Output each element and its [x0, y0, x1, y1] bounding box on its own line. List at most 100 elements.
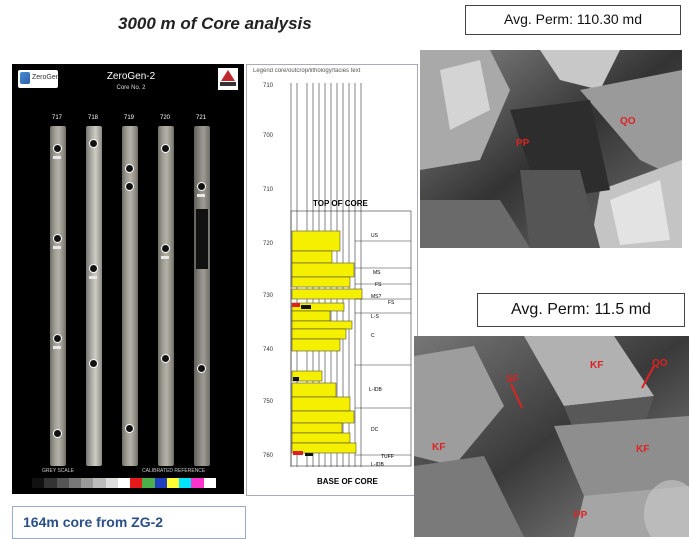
core-plug-hole — [89, 359, 98, 368]
sem-micrograph — [420, 50, 682, 248]
facies-label: US — [371, 233, 378, 239]
color-swatch — [130, 478, 142, 488]
core-plug-hole — [197, 364, 206, 373]
core-column — [50, 126, 66, 466]
sem-image-high-perm: PP QO — [420, 50, 682, 248]
permeability-box-high: Avg. Perm: 110.30 md — [465, 5, 681, 35]
core-box-number: 721 — [192, 115, 210, 121]
core-photo-panel: ZeroGen ZeroGen-2 Core No. 2 717 718 719… — [12, 64, 244, 494]
core-column — [86, 126, 102, 466]
sem-image-low-perm: KF SF QO KF KF PP — [414, 336, 689, 537]
sem-label: KF — [636, 444, 649, 455]
sem-label: QO — [652, 358, 668, 369]
sem-label: KF — [590, 360, 603, 371]
core-plug-hole — [125, 424, 134, 433]
average-permeability-low: Avg. Perm: 11.5 md — [478, 301, 684, 319]
color-swatch — [204, 478, 216, 488]
color-swatch — [142, 478, 154, 488]
color-swatch — [69, 478, 81, 488]
color-swatch — [81, 478, 93, 488]
depth-label: 750 — [263, 399, 273, 405]
facies-label: C — [371, 333, 375, 339]
depth-label: 710 — [263, 187, 273, 193]
average-permeability-high: Avg. Perm: 110.30 md — [466, 11, 680, 27]
depth-label: 720 — [263, 241, 273, 247]
slide-title: 3000 m of Core analysis — [118, 14, 312, 34]
depth-label: 700 — [263, 133, 273, 139]
sem-micrograph — [414, 336, 689, 537]
depth-label: 730 — [263, 293, 273, 299]
facies-label: FS — [375, 282, 381, 288]
depth-marker — [53, 246, 61, 249]
color-calibration-bar — [32, 478, 228, 488]
facies-label: L-IDB — [369, 387, 382, 393]
zerogen-logo-icon — [20, 72, 30, 84]
color-swatch — [167, 478, 179, 488]
sem-label: SF — [506, 374, 519, 385]
core-plug-hole — [89, 264, 98, 273]
core-plug-hole — [161, 354, 170, 363]
color-swatch — [155, 478, 167, 488]
core-log-graphic — [247, 65, 417, 495]
sem-label: PP — [574, 510, 587, 521]
sem-label: KF — [432, 442, 445, 453]
core-plug-hole — [89, 139, 98, 148]
facies-label: MS? — [371, 294, 381, 300]
core-plug-hole — [197, 182, 206, 191]
core-column — [158, 126, 174, 466]
core-plug-hole — [161, 144, 170, 153]
color-swatch — [44, 478, 56, 488]
depth-marker — [161, 256, 169, 259]
core-number: Core No. 2 — [86, 85, 176, 91]
color-swatch — [32, 478, 44, 488]
core-column — [194, 126, 210, 466]
color-swatch — [118, 478, 130, 488]
sem-label: QO — [620, 116, 636, 127]
core-plug-hole — [53, 334, 62, 343]
lithology-bars — [292, 231, 362, 453]
depth-label: 740 — [263, 347, 273, 353]
company-logo — [218, 68, 238, 90]
core-log-panel: Legend core/outcrop/lithology/facies tex… — [246, 64, 418, 496]
facies-label: L-IDB — [371, 462, 384, 468]
color-swatch — [93, 478, 105, 488]
depth-marker — [53, 156, 61, 159]
core-box-number: 717 — [48, 115, 66, 121]
core-caption: 164m core from ZG-2 — [23, 514, 163, 530]
base-of-core-label: BASE OF CORE — [317, 477, 378, 486]
core-plug-hole — [53, 144, 62, 153]
grey-scale-label: GREY SCALE — [42, 468, 74, 474]
core-plug-hole — [125, 182, 134, 191]
core-plug-hole — [161, 244, 170, 253]
color-swatch — [106, 478, 118, 488]
zerogen-logo: ZeroGen — [18, 70, 58, 88]
core-plug-hole — [53, 234, 62, 243]
core-well-title: ZeroGen-2 — [86, 71, 176, 82]
top-of-core-label: TOP OF CORE — [313, 199, 368, 208]
core-plug-hole — [125, 164, 134, 173]
depth-marker — [53, 346, 61, 349]
color-swatch — [179, 478, 191, 488]
sem-label: PP — [516, 138, 529, 149]
core-gap — [196, 209, 208, 269]
depth-marker — [197, 194, 205, 197]
facies-dividers — [355, 241, 411, 455]
core-plug-hole — [53, 429, 62, 438]
facies-label: DC — [371, 427, 378, 433]
color-swatch — [57, 478, 69, 488]
core-column — [122, 126, 138, 466]
caption-box: 164m core from ZG-2 — [12, 506, 246, 539]
facies-label: TUFF — [381, 454, 394, 460]
logo-bar — [220, 82, 236, 86]
facies-label: MS — [373, 270, 381, 276]
core-box-number: 718 — [84, 115, 102, 121]
color-swatch — [216, 478, 228, 488]
permeability-box-low: Avg. Perm: 11.5 md — [477, 293, 685, 327]
triangle-logo-icon — [221, 70, 235, 81]
depth-label: 760 — [263, 453, 273, 459]
core-box-number: 720 — [156, 115, 174, 121]
core-photo-header: ZeroGen ZeroGen-2 Core No. 2 — [12, 64, 244, 110]
calibration-label: CALIBRATED REFERENCE — [142, 468, 205, 474]
depth-marker — [89, 276, 97, 279]
facies-label: L-S — [371, 314, 379, 320]
